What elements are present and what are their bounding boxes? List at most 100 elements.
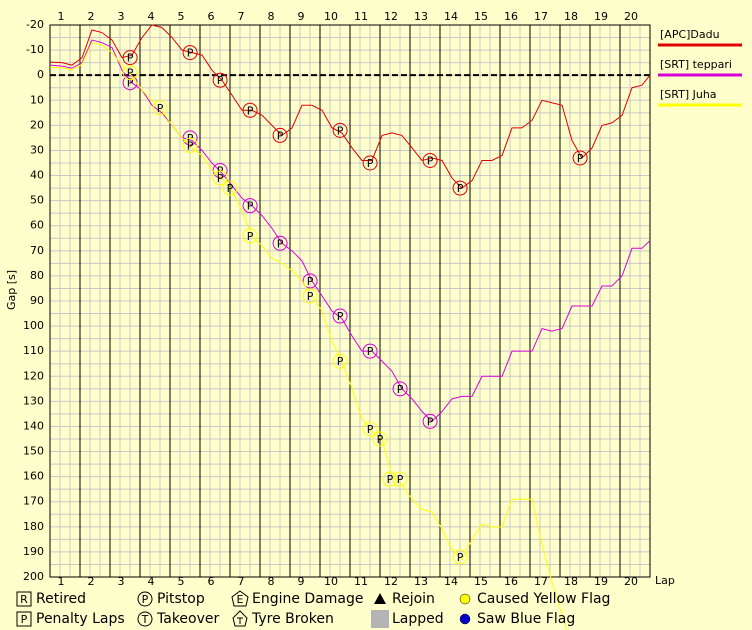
pitstop-letter: P	[127, 52, 134, 65]
x-tick-label-top: 18	[564, 10, 578, 23]
legend-symbol	[137, 591, 153, 607]
pitstop-letter: P	[187, 139, 194, 152]
x-tick-label: 9	[298, 575, 305, 588]
pitstop-circle	[452, 549, 468, 565]
y-tick-label: 70	[30, 244, 44, 257]
pitstop-marker: P	[182, 137, 198, 153]
pitstop-circle	[372, 431, 388, 447]
legend-item-label: Lapped	[392, 611, 444, 627]
y-tick-label: 190	[23, 545, 44, 558]
legend-symbol	[16, 611, 32, 627]
pitstop-letter: P	[277, 237, 284, 250]
pitstop-marker: P	[422, 413, 438, 429]
legend-item-label: Caused Yellow Flag	[477, 591, 610, 607]
y-tick-label: 170	[23, 495, 44, 508]
pitstop-circle	[122, 65, 138, 81]
x-tick-label: 3	[118, 575, 125, 588]
pitstop-circle	[212, 72, 228, 88]
pitstop-letter: P	[307, 290, 314, 303]
pitstop-letter: P	[307, 275, 314, 288]
pitstop-circle	[302, 273, 318, 289]
legend-item-label: Takeover	[156, 611, 219, 627]
x-tick-label-top: 4	[148, 10, 155, 23]
y-tick-label: 60	[30, 219, 44, 232]
legend-item-label: Engine Damage	[252, 591, 364, 607]
legend-symbol	[16, 591, 32, 607]
pitstop-letter: P	[427, 154, 434, 167]
y-tick-label: 30	[30, 143, 44, 156]
pitstop-letter: P	[127, 67, 134, 80]
x-tick-label: 10	[324, 575, 338, 588]
pitstop-marker: P	[362, 421, 378, 437]
pitstop-circle	[422, 152, 438, 168]
pitstop-circle	[362, 343, 378, 359]
pitstop-marker: P	[242, 102, 258, 118]
x-tick-label: 5	[178, 575, 185, 588]
y-tick-label: 130	[23, 394, 44, 407]
y-tick-label: 140	[23, 419, 44, 432]
pitstop-letter: P	[227, 182, 234, 195]
pitstop-circle	[422, 413, 438, 429]
legend-item-label: Rejoin	[392, 591, 435, 607]
y-tick-label: 200	[23, 570, 44, 583]
pitstop-marker: P	[332, 308, 348, 324]
pitstop-marker: P	[212, 170, 228, 186]
pitstop-marker: P	[182, 45, 198, 61]
x-tick-label: 11	[354, 575, 368, 588]
pitstop-letter: P	[377, 433, 384, 446]
pitstop-marker: P	[372, 431, 388, 447]
x-tick-label: 12	[384, 575, 398, 588]
legend-symbol-letter: E	[237, 593, 244, 606]
y-tick-label: 10	[30, 93, 44, 106]
x-tick-label: 20	[624, 575, 638, 588]
x-tick-label: 6	[208, 575, 215, 588]
legend-item-label: Pitstop	[157, 591, 205, 607]
pitstop-circle	[182, 130, 198, 146]
x-tick-label-top: 6	[208, 10, 215, 23]
pitstop-letter: P	[337, 124, 344, 137]
pitstop-circle	[122, 50, 138, 66]
legend-symbol-letter: P	[21, 613, 28, 626]
pitstop-letter: P	[187, 47, 194, 60]
y-tick-label: 0	[37, 68, 44, 81]
pitstop-marker: P	[332, 122, 348, 138]
pitstop-letter: P	[367, 345, 374, 358]
y-tick-label: 150	[23, 445, 44, 458]
pitstop-letter: P	[277, 129, 284, 142]
pitstop-circle	[182, 137, 198, 153]
x-tick-label-top: 11	[354, 10, 368, 23]
series-line	[50, 41, 568, 630]
y-tick-label: 100	[23, 319, 44, 332]
y-tick-label: 110	[23, 344, 44, 357]
legend-item-label: Tyre Broken	[251, 611, 334, 627]
x-tick-label-top: 14	[444, 10, 458, 23]
x-tick-label-top: 1	[58, 10, 65, 23]
pitstop-circle	[182, 45, 198, 61]
pitstop-marker: P	[242, 228, 258, 244]
x-tick-label-top: 13	[414, 10, 428, 23]
pitstop-letter: P	[247, 200, 254, 213]
pitstop-marker: P	[122, 50, 138, 66]
legend-symbol	[137, 611, 153, 627]
x-tick-label-top: 12	[384, 10, 398, 23]
y-tick-label: 160	[23, 470, 44, 483]
pitstop-marker: P	[122, 65, 138, 81]
pitstop-letter: P	[247, 230, 254, 243]
series-line	[49, 39, 651, 423]
pitstop-letter: P	[367, 157, 374, 170]
legend-symbol	[232, 610, 248, 627]
y-tick-label: 80	[30, 269, 44, 282]
pitstop-circle	[332, 353, 348, 369]
pitstop-letter: P	[457, 182, 464, 195]
pitstop-marker: P	[272, 235, 288, 251]
legend-symbol	[459, 613, 471, 625]
pitstop-marker: P	[452, 180, 468, 196]
pitstop-marker: P	[302, 273, 318, 289]
series-line	[49, 24, 651, 189]
legend-item-label: Penalty Laps	[36, 611, 125, 627]
x-axis-label: Lap	[655, 574, 675, 587]
x-tick-label: 1	[58, 575, 65, 588]
pitstop-marker: P	[422, 152, 438, 168]
legend-symbol-letter: T	[141, 613, 149, 626]
